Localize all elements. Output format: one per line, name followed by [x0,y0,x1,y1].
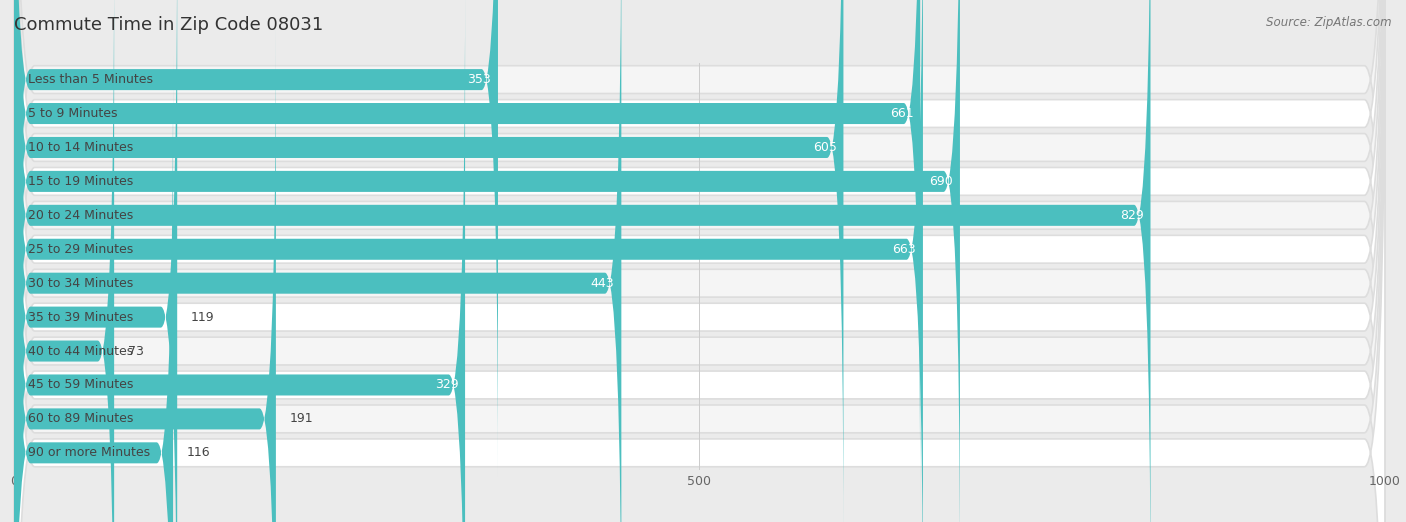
FancyBboxPatch shape [14,0,960,522]
FancyBboxPatch shape [14,0,498,476]
Text: 119: 119 [191,311,215,324]
FancyBboxPatch shape [14,0,465,522]
FancyBboxPatch shape [14,0,177,522]
Text: Commute Time in Zip Code 08031: Commute Time in Zip Code 08031 [14,16,323,33]
FancyBboxPatch shape [14,0,1385,522]
FancyBboxPatch shape [14,0,1385,522]
Text: 690: 690 [929,175,953,188]
Text: 191: 191 [290,412,314,425]
Text: 15 to 19 Minutes: 15 to 19 Minutes [28,175,134,188]
Text: 353: 353 [467,73,491,86]
FancyBboxPatch shape [14,0,114,522]
Text: 20 to 24 Minutes: 20 to 24 Minutes [28,209,134,222]
Text: 116: 116 [187,446,211,459]
FancyBboxPatch shape [14,0,922,522]
Text: 73: 73 [128,345,143,358]
FancyBboxPatch shape [14,0,1385,522]
FancyBboxPatch shape [14,0,1385,522]
Text: 10 to 14 Minutes: 10 to 14 Minutes [28,141,134,154]
Text: 60 to 89 Minutes: 60 to 89 Minutes [28,412,134,425]
Text: 663: 663 [893,243,917,256]
Text: 605: 605 [813,141,837,154]
Text: 5 to 9 Minutes: 5 to 9 Minutes [28,107,117,120]
Text: 443: 443 [591,277,614,290]
FancyBboxPatch shape [14,0,1150,522]
FancyBboxPatch shape [14,0,844,522]
Text: 829: 829 [1121,209,1143,222]
Text: 25 to 29 Minutes: 25 to 29 Minutes [28,243,134,256]
FancyBboxPatch shape [14,0,1385,522]
FancyBboxPatch shape [14,0,1385,522]
FancyBboxPatch shape [14,0,920,510]
FancyBboxPatch shape [14,0,621,522]
Text: 90 or more Minutes: 90 or more Minutes [28,446,150,459]
Text: 35 to 39 Minutes: 35 to 39 Minutes [28,311,134,324]
FancyBboxPatch shape [14,0,1385,522]
FancyBboxPatch shape [14,22,276,522]
Text: 40 to 44 Minutes: 40 to 44 Minutes [28,345,134,358]
Text: 661: 661 [890,107,914,120]
FancyBboxPatch shape [14,0,1385,522]
Text: 45 to 59 Minutes: 45 to 59 Minutes [28,378,134,392]
FancyBboxPatch shape [14,56,173,522]
FancyBboxPatch shape [14,0,1385,522]
FancyBboxPatch shape [14,0,1385,522]
FancyBboxPatch shape [14,0,1385,522]
Text: 30 to 34 Minutes: 30 to 34 Minutes [28,277,134,290]
Text: 329: 329 [434,378,458,392]
FancyBboxPatch shape [14,0,1385,522]
Text: Source: ZipAtlas.com: Source: ZipAtlas.com [1267,16,1392,29]
Text: Less than 5 Minutes: Less than 5 Minutes [28,73,153,86]
